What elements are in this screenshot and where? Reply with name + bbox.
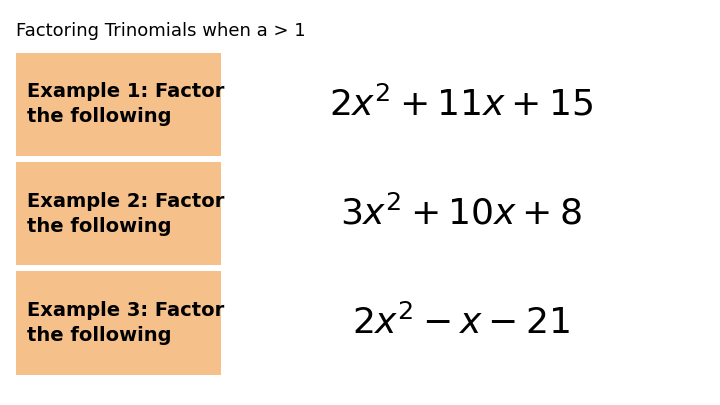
Text: $3x^2 + 10x + 8$: $3x^2 + 10x + 8$: [340, 196, 582, 232]
Text: $2x^2 + 11x + 15$: $2x^2 + 11x + 15$: [329, 86, 593, 123]
Text: $2x^2 - x - 21$: $2x^2 - x - 21$: [352, 305, 570, 341]
FancyBboxPatch shape: [16, 162, 221, 265]
Text: Example 2: Factor
the following: Example 2: Factor the following: [27, 192, 225, 236]
FancyBboxPatch shape: [16, 271, 221, 375]
Text: Example 1: Factor
the following: Example 1: Factor the following: [27, 83, 225, 126]
FancyBboxPatch shape: [16, 53, 221, 156]
Text: Factoring Trinomials when a > 1: Factoring Trinomials when a > 1: [16, 22, 305, 40]
Text: Example 3: Factor
the following: Example 3: Factor the following: [27, 301, 225, 345]
